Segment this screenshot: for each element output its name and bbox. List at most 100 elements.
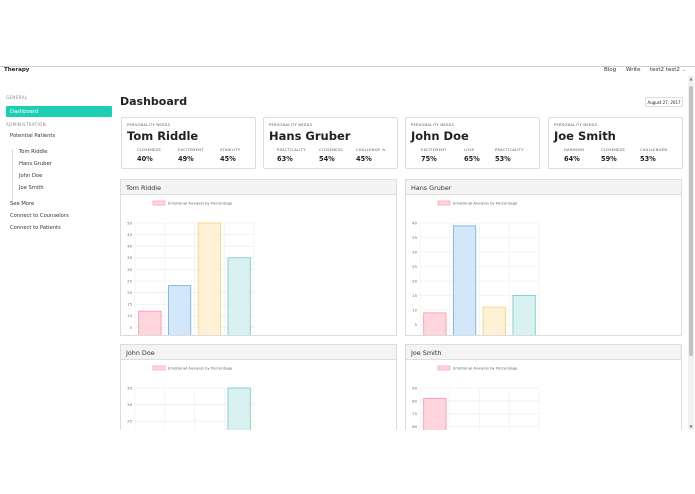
legend-swatch	[152, 365, 166, 371]
scroll-up-arrow-icon[interactable]: ▲	[689, 76, 693, 81]
chart-panel-title: John Doe	[121, 345, 396, 360]
stat-label: CLOSENESS	[601, 148, 625, 152]
sidebar-item-tom-riddle[interactable]: Tom Riddle	[19, 149, 48, 155]
card-patient-name: Tom Riddle	[127, 129, 199, 143]
stat-label: LOVE	[464, 148, 475, 152]
bar-anger	[423, 312, 447, 335]
y-tick-label: 50	[127, 220, 132, 225]
y-tick-label: 25	[127, 419, 132, 424]
bar-chart-joe-smith: Emotional Analysis by Percentage01020304…	[412, 365, 540, 430]
bar-chart-tom-riddle: Emotional Analysis by Percentage05101520…	[127, 201, 255, 335]
sidebar-item-see-more[interactable]: See More	[10, 201, 35, 207]
card-patient-name: Joe Smith	[554, 129, 616, 143]
bar-disgust	[227, 257, 251, 335]
scrollbar-thumb[interactable]	[689, 86, 693, 356]
y-tick-label: 25	[127, 278, 132, 283]
chart-panel-tom-riddle: Tom Riddle Emotional Analysis by Percent…	[120, 179, 397, 336]
y-tick-label: 70	[412, 411, 417, 416]
chart-panel-hans-gruber: Hans Gruber Emotional Analysis by Percen…	[405, 179, 682, 336]
chart-panel-title: Tom Riddle	[121, 180, 396, 195]
y-tick-label: 30	[412, 249, 417, 254]
sidebar-item-john-doe[interactable]: John Doe	[19, 173, 43, 179]
bar-anger	[423, 397, 447, 430]
chart-panel-title: Joe Smith	[406, 345, 681, 360]
stat-value: 45%	[220, 155, 236, 163]
stat-value: 53%	[495, 155, 511, 163]
bar-chart-john-doe: Emotional Analysis by Percentage05101520…	[127, 365, 255, 430]
stat-value: 54%	[319, 155, 335, 163]
stat-label: CHALLENGEN	[640, 148, 668, 152]
y-tick-label: 45	[127, 232, 132, 237]
stat-label: EXCITEMENT	[178, 148, 204, 152]
legend-label: Emotional Analysis by Percentage	[453, 366, 518, 371]
bar-disgust	[512, 295, 536, 335]
legend-swatch	[437, 365, 451, 371]
nav-write-link[interactable]: Write	[626, 67, 641, 73]
stat-value: 64%	[564, 155, 580, 163]
y-tick-label: 20	[412, 278, 417, 283]
y-tick-label: 35	[127, 255, 132, 260]
y-tick-label: 60	[412, 424, 417, 429]
legend-label: Emotional Analysis by Percentage	[168, 366, 233, 371]
card-kicker: PERSONALITY NEEDS	[554, 123, 598, 127]
user-menu[interactable]: test2 test2 ⌄	[650, 67, 686, 73]
bar-joy	[453, 225, 477, 335]
y-tick-label: 40	[412, 220, 417, 225]
y-tick-label: 80	[412, 398, 417, 403]
stat-value: 49%	[178, 155, 194, 163]
patient-card[interactable]: PERSONALITY NEEDS Hans Gruber PRACTICALI…	[263, 117, 398, 169]
main-content: Dashboard August 27, 2017 PERSONALITY NE…	[120, 76, 685, 430]
chart-panel-title: Hans Gruber	[406, 180, 681, 195]
patient-card[interactable]: PERSONALITY NEEDS Joe Smith HARMONY 64% C…	[548, 117, 683, 169]
bar-anger	[138, 310, 162, 335]
card-kicker: PERSONALITY NEEDS	[269, 123, 313, 127]
sidebar-item-connect-counselors[interactable]: Connect to Counselors	[10, 213, 69, 219]
stat-value: 65%	[464, 155, 480, 163]
stat-label: PRACTICALITY	[277, 148, 306, 152]
y-tick-label: 15	[127, 302, 132, 307]
y-tick-label: 20	[127, 290, 132, 295]
stat-label: CHALLENGE %	[356, 148, 386, 152]
sidebar-section-administration: ADMINISTRATION	[6, 122, 47, 127]
y-tick-label: 5	[415, 322, 418, 327]
sidebar-item-joe-smith[interactable]: Joe Smith	[19, 185, 44, 191]
bar-chart-hans-gruber: Emotional Analysis by Percentage05101520…	[412, 200, 540, 335]
y-tick-label: 10	[127, 313, 132, 318]
y-tick-label: 40	[127, 244, 132, 249]
card-patient-name: John Doe	[411, 129, 469, 143]
chevron-down-icon: ⌄	[681, 67, 687, 73]
chart-panel-john-doe: John Doe Emotional Analysis by Percentag…	[120, 344, 397, 430]
legend-label: Emotional Analysis by Percentage	[168, 201, 233, 206]
y-tick-label: 30	[127, 267, 132, 272]
sidebar-section-general: GENERAL	[6, 95, 28, 100]
stat-value: 45%	[356, 155, 372, 163]
stat-label: STABILITY	[220, 148, 241, 152]
stat-value: 75%	[421, 155, 437, 163]
app-window: Therapy Blog Write test2 test2 ⌄ GENERAL …	[0, 66, 695, 430]
y-tick-label: 15	[412, 293, 417, 298]
bar-joy	[168, 285, 192, 335]
stat-value: 53%	[640, 155, 656, 163]
sidebar-item-connect-patients[interactable]: Connect to Patients	[10, 225, 61, 231]
stat-label: EXCITEMENT	[421, 148, 447, 152]
legend-swatch	[437, 200, 451, 206]
sidebar-item-hans-gruber[interactable]: Hans Gruber	[19, 161, 52, 167]
sidebar-item-potential-patients[interactable]: Potential Patients	[10, 133, 56, 139]
patient-card[interactable]: PERSONALITY NEEDS Tom Riddle CLOSENESS 40…	[121, 117, 256, 169]
y-tick-label: 35	[412, 235, 417, 240]
nav-blog-link[interactable]: Blog	[604, 67, 617, 73]
y-tick-label: 90	[412, 385, 417, 390]
date-badge[interactable]: August 27, 2017	[645, 97, 683, 107]
stat-label: CLOSENESS	[137, 148, 161, 152]
stat-value: 40%	[137, 155, 153, 163]
y-tick-label: 25	[412, 264, 417, 269]
top-navbar: Therapy Blog Write test2 test2 ⌄	[0, 67, 695, 76]
stat-value: 59%	[601, 155, 617, 163]
stat-label: PRACTICALITY	[495, 148, 524, 152]
y-tick-label: 35	[127, 385, 132, 390]
brand-logo[interactable]: Therapy	[4, 67, 30, 73]
sidebar-item-dashboard[interactable]: Dashboard	[6, 106, 112, 117]
stat-label: CLOSENESS	[319, 148, 343, 152]
scroll-down-arrow-icon[interactable]: ▼	[689, 424, 693, 429]
patient-card[interactable]: PERSONALITY NEEDS John Doe EXCITEMENT 75%…	[405, 117, 540, 169]
